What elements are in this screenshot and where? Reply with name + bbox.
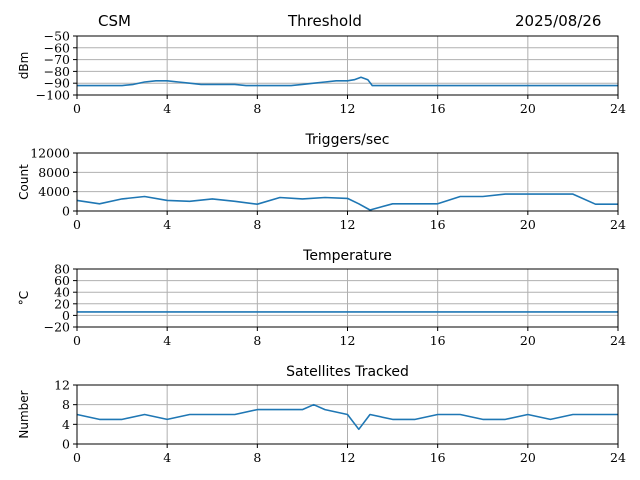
y-tick-label: 40 <box>54 285 70 300</box>
y-axis-label: Count <box>17 164 31 200</box>
x-tick-label: 20 <box>520 333 536 348</box>
x-tick-label: 16 <box>430 217 446 232</box>
x-tick-label: 24 <box>610 450 626 465</box>
x-tick-label: 4 <box>163 333 171 348</box>
y-tick-label: 4 <box>62 417 70 432</box>
y-tick-label: −90 <box>44 76 70 91</box>
x-tick-label: 8 <box>253 450 261 465</box>
x-tick-label: 0 <box>73 217 81 232</box>
y-tick-label: 0 <box>62 308 70 323</box>
y-tick-label: −100 <box>36 88 70 103</box>
x-tick-label: 12 <box>340 333 356 348</box>
y-tick-label: 80 <box>54 262 70 277</box>
series-line-1 <box>76 403 618 431</box>
x-tick-label: 16 <box>430 333 446 348</box>
x-tick-label: 16 <box>430 101 446 116</box>
x-tick-label: 24 <box>610 217 626 232</box>
y-tick-label: 20 <box>54 296 70 311</box>
x-tick-label: 4 <box>163 101 171 116</box>
x-tick-label: 0 <box>73 450 81 465</box>
x-tick-label: 20 <box>520 450 536 465</box>
y-tick-label: −60 <box>44 40 70 55</box>
x-tick-label: 12 <box>340 217 356 232</box>
x-tick-label: 8 <box>253 217 261 232</box>
chart-panel-4: 0 4 8 12 16 20 24 0 4 8 12 Number Satellites Tracked <box>17 364 626 465</box>
y-tick-label: 12 <box>54 378 70 393</box>
y-axis-label: Number <box>17 390 31 438</box>
y-tick-label: 12000 <box>30 146 70 161</box>
y-tick-label: −80 <box>44 64 70 79</box>
header-left: CSM <box>98 12 131 30</box>
chart-title: Temperature <box>302 248 392 264</box>
series-line-1 <box>77 76 618 87</box>
x-tick-label: 4 <box>163 217 171 232</box>
y-tick-label: 8000 <box>38 165 70 180</box>
series-line-1 <box>76 193 618 211</box>
x-tick-label: 24 <box>610 101 626 116</box>
y-tick-label: −20 <box>44 320 70 335</box>
y-tick-label: −70 <box>44 52 70 67</box>
y-tick-label: 0 <box>62 437 70 452</box>
x-tick-label: 24 <box>610 333 626 348</box>
x-tick-label: 20 <box>520 217 536 232</box>
header-right: 2025/08/26 <box>515 12 602 30</box>
x-tick-label: 0 <box>73 333 81 348</box>
x-tick-label: 12 <box>340 101 356 116</box>
y-tick-label: 0 <box>62 204 70 219</box>
y-tick-label: 60 <box>54 273 70 288</box>
x-tick-label: 8 <box>253 101 261 116</box>
x-tick-label: 12 <box>340 450 356 465</box>
y-tick-label: 4000 <box>38 184 70 199</box>
chart-panel-2: 0 4 8 12 16 20 24 0 4000 8000 12000 Count Triggers/s… <box>17 132 626 232</box>
x-tick-label: 16 <box>430 450 446 465</box>
x-tick-label: 20 <box>520 101 536 116</box>
header-center: Threshold <box>288 12 362 30</box>
x-tick-label: 4 <box>163 450 171 465</box>
y-axis-label: °C <box>17 291 31 305</box>
chart-title: Satellites Tracked <box>286 364 409 380</box>
y-axis-label: dBm <box>17 52 31 80</box>
y-tick-label: −50 <box>44 29 70 44</box>
chart-panel-1: 0 4 8 12 16 20 24 −50−60−70−80−90−100 dBm <box>17 29 626 117</box>
y-tick-label: 8 <box>62 397 70 412</box>
chart-title: Triggers/sec <box>305 132 390 148</box>
x-tick-label: 0 <box>73 101 81 116</box>
x-tick-label: 8 <box>253 333 261 348</box>
